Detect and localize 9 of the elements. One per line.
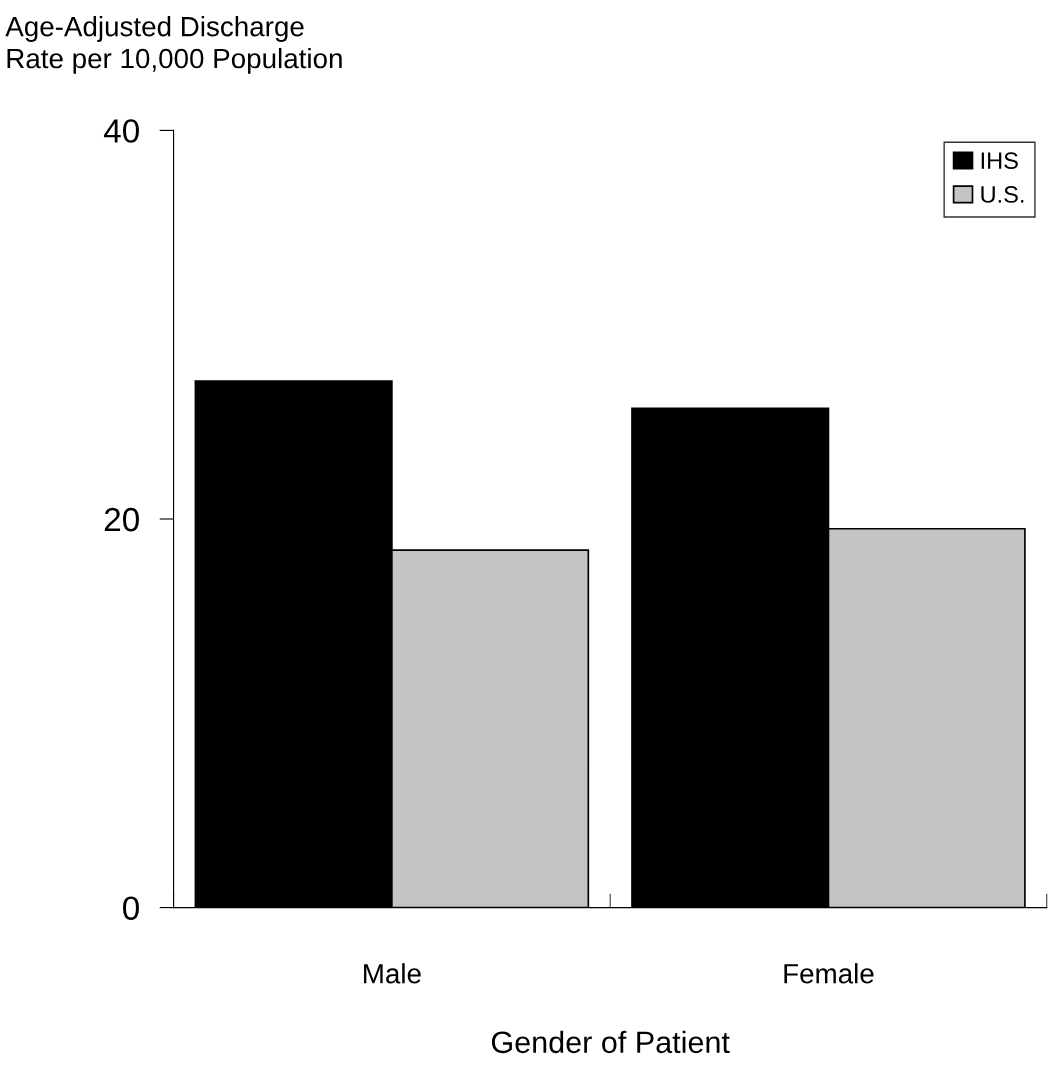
y-axis-title: Age-Adjusted Discharge Rate per 10,000 Population (5, 16, 342, 74)
legend-label: U.S. (981, 186, 1024, 203)
y-tick-label: 40 (103, 119, 139, 143)
x-axis-title: Gender of Patient (491, 1030, 730, 1054)
y-tick-label: 0 (123, 896, 139, 920)
legend-label: IHS (981, 152, 1018, 170)
x-tick-label: Male (364, 963, 421, 984)
y-tick-label: 20 (104, 507, 139, 532)
x-tick-label: Female (784, 963, 874, 984)
